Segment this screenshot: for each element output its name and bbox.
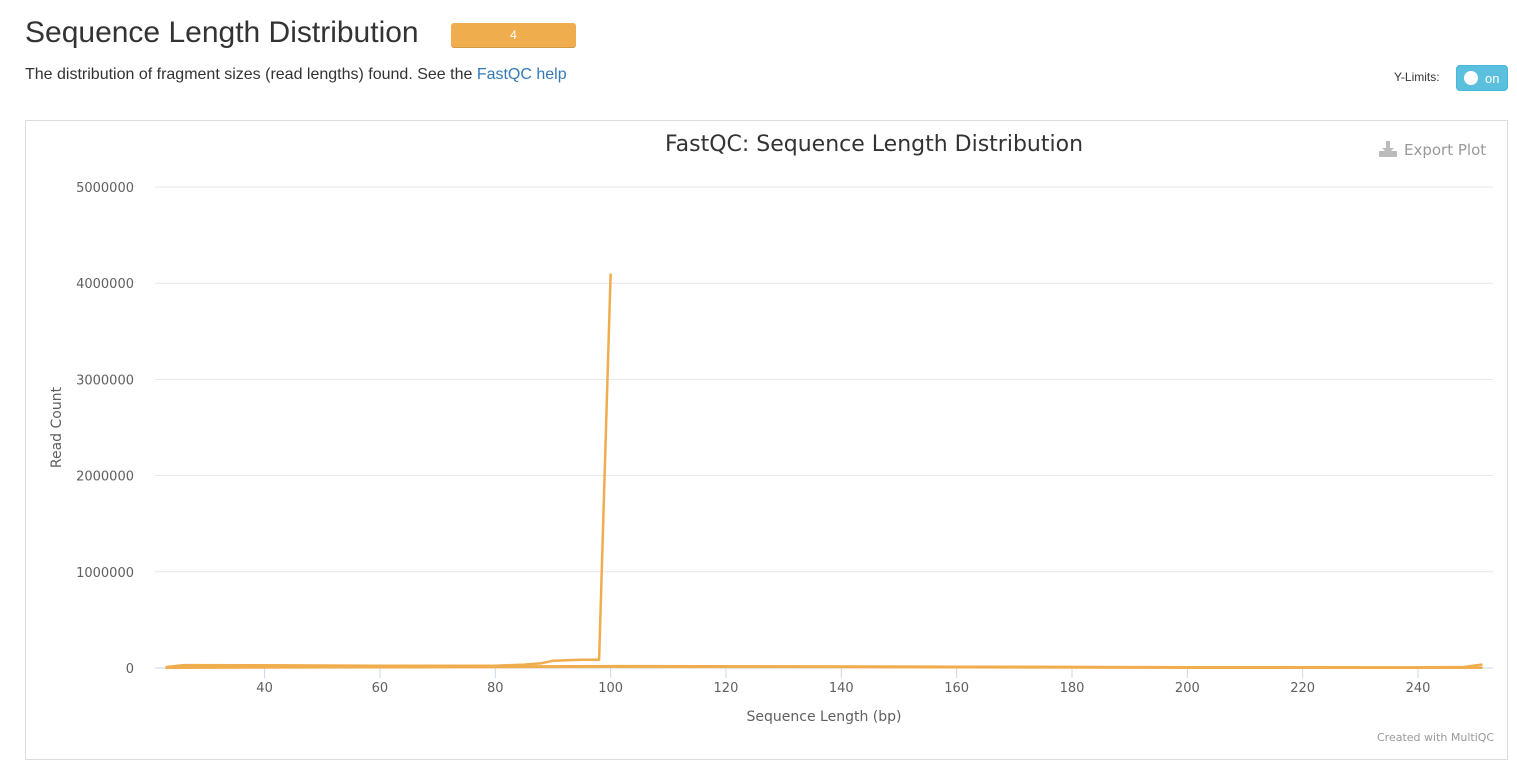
y-tick-label: 5000000 [76,181,134,196]
ylimits-toggle[interactable]: on [1456,65,1508,91]
toggle-state-text: on [1485,71,1500,86]
fastqc-help-link[interactable]: FastQC help [476,66,567,83]
y-tick-label: 1000000 [76,566,134,581]
y-tick-label: 4000000 [76,277,134,292]
description-text: The distribution of fragment sizes (read… [25,66,477,83]
download-icon [1379,141,1397,157]
x-tick-label: 240 [1406,681,1431,696]
x-tick-label: 120 [714,681,739,696]
ylimits-label: Y-Limits: [1394,70,1440,84]
y-tick-label: 0 [126,662,134,677]
toggle-knob-icon [1464,71,1478,85]
x-tick-label: 180 [1060,681,1085,696]
x-axis-label: Sequence Length (bp) [747,709,902,725]
y-axis-label: Read Count [49,386,65,468]
sample-count-badge[interactable]: 4 [451,23,576,48]
page-title: Sequence Length Distribution [25,16,419,49]
export-plot-label: Export Plot [1404,141,1487,159]
x-tick-label: 100 [598,681,623,696]
x-tick-label: 160 [944,681,969,696]
section-description: The distribution of fragment sizes (read… [25,66,567,84]
y-tick-label: 3000000 [76,373,134,388]
y-tick-label: 2000000 [76,470,134,485]
x-tick-label: 60 [372,681,389,696]
x-tick-label: 40 [256,681,273,696]
multiqc-credit: Created with MultiQC [1377,731,1495,744]
chart-title: FastQC: Sequence Length Distribution [665,132,1083,157]
export-plot-button[interactable]: Export Plot [1378,140,1486,159]
x-tick-label: 220 [1290,681,1315,696]
x-tick-label: 200 [1175,681,1200,696]
series-line-4 [165,665,1483,670]
x-tick-label: 80 [487,681,504,696]
x-tick-label: 140 [829,681,854,696]
series-line-1 [165,273,612,669]
